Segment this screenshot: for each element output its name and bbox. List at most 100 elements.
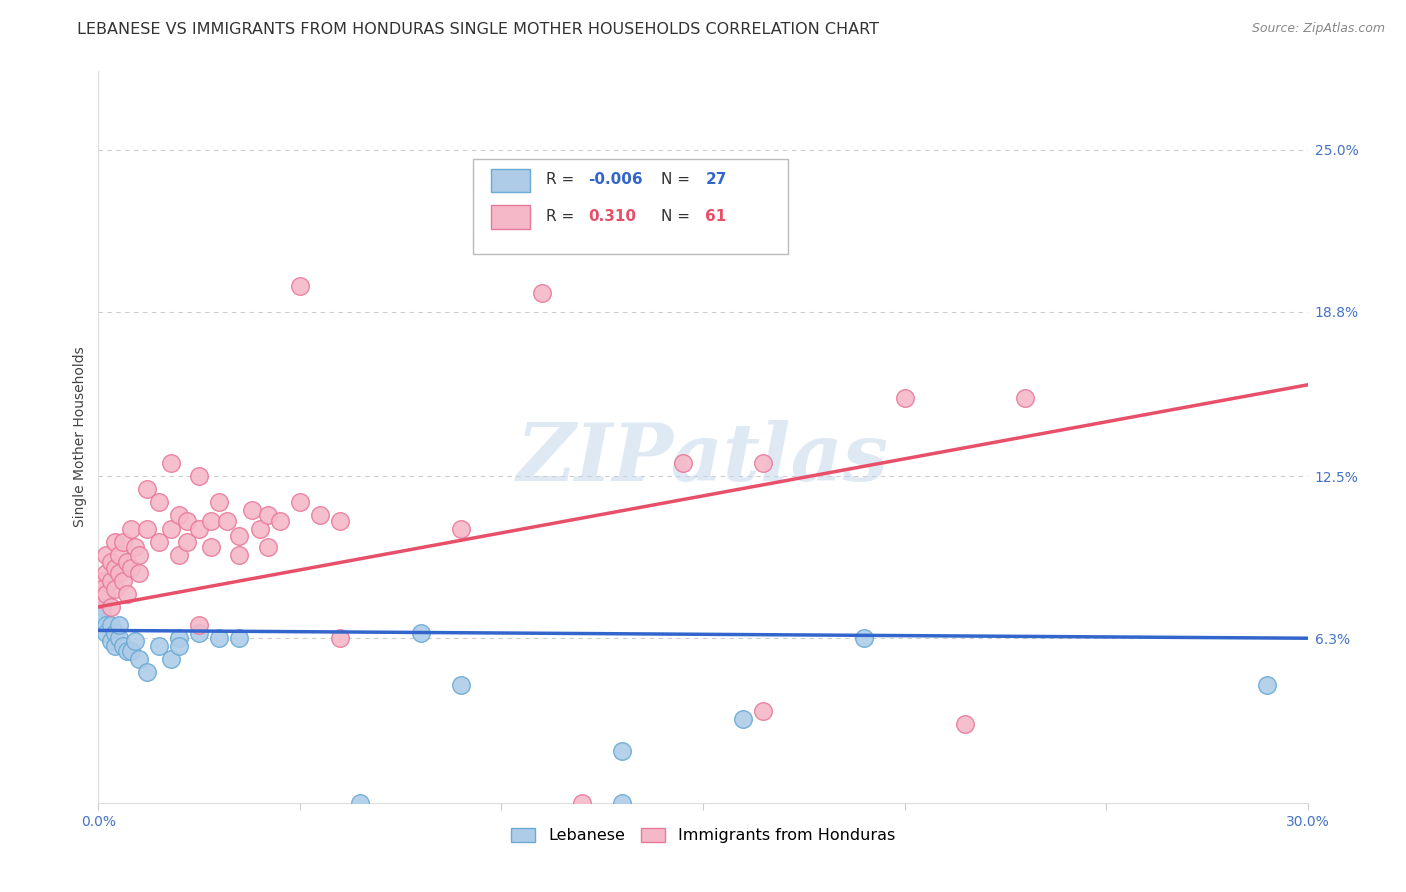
Point — [530, 286, 553, 301]
Point — [135, 521, 157, 535]
Point — [120, 560, 142, 574]
Point — [100, 599, 122, 614]
Point — [349, 796, 371, 810]
Point — [111, 534, 134, 549]
Text: 27: 27 — [706, 172, 727, 187]
Point — [176, 534, 198, 549]
Text: N =: N = — [661, 210, 695, 225]
Point — [96, 548, 118, 562]
FancyBboxPatch shape — [492, 169, 530, 192]
Text: N =: N = — [661, 172, 695, 187]
Point — [256, 540, 278, 554]
Point — [111, 639, 134, 653]
Point — [100, 618, 122, 632]
Point — [120, 644, 142, 658]
Point — [115, 644, 138, 658]
Point — [91, 599, 114, 614]
FancyBboxPatch shape — [492, 205, 530, 228]
Point — [228, 548, 250, 562]
Point — [96, 626, 118, 640]
Point — [103, 560, 125, 574]
Point — [176, 514, 198, 528]
Point — [853, 632, 876, 646]
Point — [160, 652, 183, 666]
Point — [733, 712, 755, 726]
Point — [450, 521, 472, 535]
Point — [103, 626, 125, 640]
Point — [128, 548, 150, 562]
Point — [672, 456, 695, 470]
Point — [96, 587, 118, 601]
Point — [329, 632, 352, 646]
Point — [167, 548, 190, 562]
Point — [115, 556, 138, 570]
Point — [228, 529, 250, 543]
Point — [208, 632, 231, 646]
Point — [1256, 678, 1278, 692]
Text: R =: R = — [546, 210, 579, 225]
Text: -0.006: -0.006 — [588, 172, 643, 187]
Point — [188, 626, 211, 640]
Point — [103, 582, 125, 596]
Point — [160, 521, 183, 535]
Point — [91, 607, 114, 622]
Text: Source: ZipAtlas.com: Source: ZipAtlas.com — [1251, 22, 1385, 36]
Point — [135, 483, 157, 497]
Point — [188, 618, 211, 632]
Point — [100, 574, 122, 588]
Point — [188, 521, 211, 535]
Point — [103, 639, 125, 653]
Point — [329, 514, 352, 528]
Point — [752, 705, 775, 719]
Point — [1014, 391, 1036, 405]
FancyBboxPatch shape — [474, 159, 787, 254]
Point — [409, 626, 432, 640]
Text: 61: 61 — [706, 210, 727, 225]
Point — [100, 633, 122, 648]
Point — [256, 508, 278, 523]
Point — [148, 639, 170, 653]
Point — [188, 469, 211, 483]
Point — [96, 618, 118, 632]
Point — [288, 278, 311, 293]
Point — [103, 534, 125, 549]
Y-axis label: Single Mother Households: Single Mother Households — [73, 347, 87, 527]
Point — [530, 234, 553, 248]
Point — [208, 495, 231, 509]
Text: 0.310: 0.310 — [588, 210, 636, 225]
Point — [107, 566, 129, 580]
Text: ZIPatlas: ZIPatlas — [517, 420, 889, 498]
Point — [120, 521, 142, 535]
Point — [148, 495, 170, 509]
Point — [135, 665, 157, 680]
Text: LEBANESE VS IMMIGRANTS FROM HONDURAS SINGLE MOTHER HOUSEHOLDS CORRELATION CHART: LEBANESE VS IMMIGRANTS FROM HONDURAS SIN… — [77, 22, 879, 37]
Point — [107, 618, 129, 632]
Point — [228, 632, 250, 646]
Point — [167, 632, 190, 646]
Point — [115, 587, 138, 601]
Point — [107, 632, 129, 646]
Point — [612, 796, 634, 810]
Point — [124, 540, 146, 554]
Point — [148, 534, 170, 549]
Point — [111, 574, 134, 588]
Point — [309, 508, 332, 523]
Point — [752, 456, 775, 470]
Point — [96, 566, 118, 580]
Point — [91, 582, 114, 596]
Point — [100, 556, 122, 570]
Point — [91, 592, 114, 607]
Point — [288, 495, 311, 509]
Point — [128, 566, 150, 580]
Point — [240, 503, 263, 517]
Point — [249, 521, 271, 535]
Point — [124, 633, 146, 648]
Point — [160, 456, 183, 470]
Point — [893, 391, 915, 405]
Point — [128, 652, 150, 666]
Point — [953, 717, 976, 731]
Point — [200, 540, 222, 554]
Point — [91, 574, 114, 588]
Point — [217, 514, 239, 528]
Legend: Lebanese, Immigrants from Honduras: Lebanese, Immigrants from Honduras — [505, 822, 901, 850]
